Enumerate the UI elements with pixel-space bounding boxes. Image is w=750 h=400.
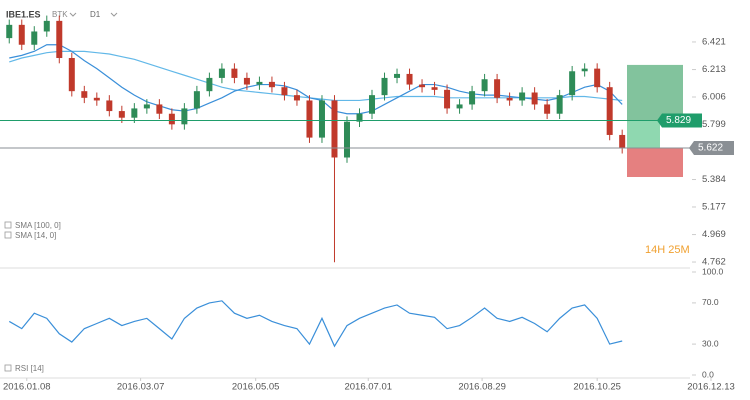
candle-body	[494, 79, 501, 98]
y-tick-label: 5.799	[702, 119, 726, 130]
candle-body	[456, 104, 463, 109]
legend-icon	[4, 221, 12, 229]
y-tick-label: 70.0	[702, 297, 719, 307]
y-tick-label: 0.0	[702, 369, 714, 379]
x-tick-label: 2016.08.29	[458, 382, 506, 393]
y-tick-label: 6.421	[702, 36, 726, 47]
rsi-line	[8, 300, 623, 348]
candle-body	[406, 73, 413, 85]
x-tick-label: 2016.12.13	[687, 382, 735, 393]
candle-body	[206, 77, 213, 92]
timeframe[interactable]: D1	[90, 10, 101, 19]
candle-body	[218, 68, 225, 78]
price-tag-label: 5.622	[698, 143, 723, 154]
candle-body	[594, 68, 601, 88]
candle-body	[419, 84, 426, 88]
take-profit-zone	[627, 64, 683, 121]
price-tag	[657, 113, 702, 128]
candle-body	[394, 73, 401, 78]
candle-body	[156, 104, 163, 114]
legend-icon	[4, 364, 12, 372]
y-tick-label: 6.006	[702, 92, 726, 103]
candle-body	[18, 24, 25, 45]
sma-line	[9, 50, 623, 102]
candle-body	[431, 87, 438, 90]
candle-body	[506, 97, 513, 101]
x-tick-label: 2016.05.05	[232, 382, 280, 393]
candle-body	[531, 92, 538, 105]
x-tick-label: 2016.03.07	[117, 382, 165, 393]
candle-body	[519, 92, 526, 101]
stop-loss-zone	[627, 147, 683, 177]
sma-line	[9, 44, 623, 115]
candle-body	[343, 121, 350, 158]
legend-label: SMA [14, 0]	[15, 231, 56, 240]
candle-body	[256, 81, 263, 85]
candle-body	[93, 97, 100, 101]
price-tag-label: 5.829	[666, 115, 691, 126]
candle-body	[81, 91, 88, 98]
candle-body	[56, 20, 63, 59]
y-tick-label: 5.177	[702, 201, 726, 212]
symbol: IBE1.ES	[6, 9, 41, 19]
candle-body	[306, 100, 313, 138]
candle-body	[143, 104, 150, 109]
y-tick-label: 100.0	[702, 266, 724, 276]
candle-body	[193, 91, 200, 109]
candle-body	[381, 77, 388, 96]
candle-body	[469, 91, 476, 105]
candle-body	[243, 77, 250, 85]
price-tag	[689, 140, 734, 155]
candle-body	[131, 108, 138, 118]
candle-body	[43, 20, 50, 32]
candle-body	[6, 24, 13, 39]
y-tick-label: 4.762	[702, 257, 726, 268]
x-tick-label: 2016.10.25	[573, 382, 621, 393]
legend-label: SMA [100, 0]	[15, 221, 61, 230]
candle-body	[619, 134, 626, 148]
y-tick-label: 5.384	[702, 174, 726, 185]
candle-body	[331, 100, 338, 158]
candle-body	[31, 31, 38, 45]
countdown: 14H 25M	[645, 244, 690, 256]
candle-body	[481, 79, 488, 92]
candle-body	[544, 104, 551, 114]
broker[interactable]: BTK	[52, 10, 68, 19]
candle-body	[68, 58, 75, 92]
candle-body	[369, 95, 376, 114]
entry-zone	[627, 120, 660, 148]
y-tick-label: 4.969	[702, 229, 726, 240]
y-tick-label: 6.213	[702, 64, 726, 75]
x-tick-label: 2016.07.01	[344, 382, 392, 393]
candle-body	[118, 111, 125, 118]
candle-body	[569, 71, 576, 96]
dropdown-icon[interactable]	[110, 12, 118, 17]
candle-body	[356, 113, 363, 122]
candle-body	[581, 68, 588, 72]
candle-body	[318, 100, 325, 138]
x-tick-label: 2016.01.08	[3, 382, 51, 393]
candle-body	[106, 100, 113, 112]
candle-body	[231, 68, 238, 78]
candle-body	[281, 87, 288, 96]
candle-body	[293, 95, 300, 101]
candle-body	[444, 89, 451, 109]
candle-body	[181, 108, 188, 125]
dropdown-icon[interactable]	[69, 12, 77, 17]
candle-body	[268, 81, 275, 88]
candle-body	[606, 87, 613, 135]
candle-body	[168, 113, 175, 125]
legend-icon	[4, 231, 12, 239]
legend-label: RSI [14]	[15, 364, 44, 373]
candle-body	[556, 95, 563, 114]
y-tick-label: 30.0	[702, 338, 719, 348]
